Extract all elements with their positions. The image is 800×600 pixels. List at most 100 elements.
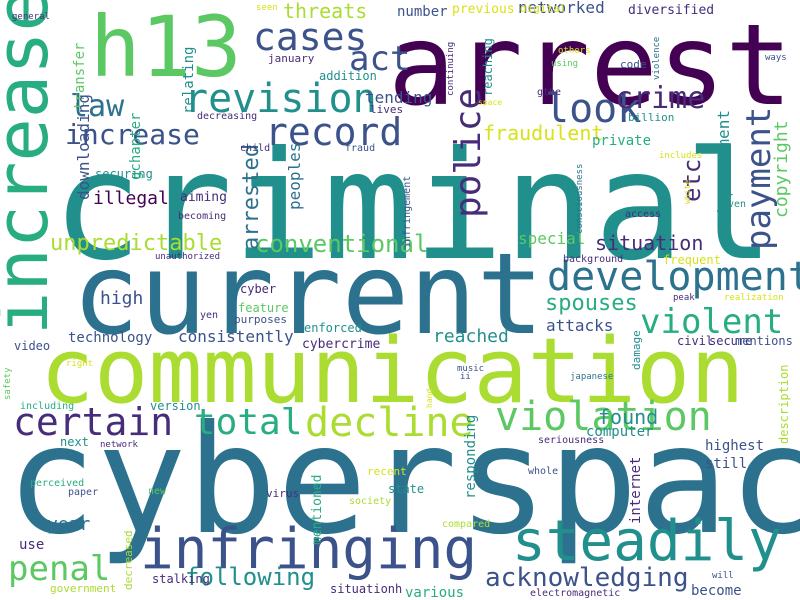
word-infringing: infringing <box>140 517 477 582</box>
word-peoples: peoples <box>285 143 304 210</box>
word-securing: securing <box>95 167 153 181</box>
word-tending: tending <box>365 88 432 107</box>
word-paper: paper <box>68 487 98 498</box>
word-new: new <box>148 486 167 497</box>
word-seriousness: seriousness <box>538 435 604 446</box>
word-certain: certain <box>13 400 173 444</box>
word-seen: seen <box>256 3 278 13</box>
word-improvement: improvement <box>714 110 733 216</box>
word-year: year <box>47 514 91 535</box>
word-cyberspace: cyberspace <box>6 394 800 568</box>
word-damage: damage <box>630 330 643 370</box>
word-gthe: gthe <box>537 87 561 98</box>
word-decline: decline <box>305 400 474 446</box>
word-virus: virus <box>266 487 299 500</box>
word-right: right <box>66 359 93 369</box>
word-arrest: arrest <box>388 1 793 131</box>
word-penal: penal <box>8 549 110 589</box>
word-gchapter: gchapter <box>128 113 144 180</box>
word-white: white <box>683 180 692 204</box>
word-previous: previous <box>452 2 515 17</box>
word-infringement: infringement <box>402 176 413 248</box>
word-recent: recent <box>367 465 407 478</box>
word-arrested: arrested <box>239 144 264 250</box>
word-cases: cases <box>253 15 367 59</box>
word-situationh: situationh <box>330 582 402 596</box>
word-includes: includes <box>659 151 702 161</box>
word-realization: realization <box>724 293 784 303</box>
word-purposes: purposes <box>234 313 287 326</box>
word-whole: whole <box>528 466 558 477</box>
word-billion: billion <box>628 111 674 124</box>
word-relating: relating <box>181 47 197 114</box>
word-consistently: consistently <box>178 327 294 346</box>
word-various: various <box>405 585 464 600</box>
word-conventional: conventional <box>255 230 428 258</box>
word-continuing: continuing <box>446 42 456 96</box>
word-society: society <box>349 496 391 507</box>
word-highest: highest <box>705 438 764 454</box>
word-threats: threats <box>283 0 367 23</box>
word-reaching: reaching <box>481 38 495 96</box>
word-others: others <box>558 46 591 56</box>
word-computer: computer <box>586 424 653 440</box>
word-background: background <box>563 254 623 265</box>
word-mentions: mentions <box>735 334 793 348</box>
word-violation: violation <box>495 394 712 440</box>
word-diversified: diversified <box>628 3 714 18</box>
word-total: total <box>194 402 302 443</box>
word-look: look <box>545 86 641 132</box>
word-act: act <box>349 39 410 79</box>
word-decreasing: decreasing <box>197 111 257 122</box>
word-space: space <box>478 98 502 107</box>
word-code: code <box>620 58 647 71</box>
word-becoming: becoming <box>178 211 226 222</box>
word-secure: secure <box>709 334 752 348</box>
word-downloading: downloading <box>74 94 93 200</box>
word-violence: violence <box>652 37 662 80</box>
word-unpredictable: unpredictable <box>50 231 222 256</box>
word-music: music <box>457 364 484 374</box>
word-following: following <box>185 563 315 591</box>
word-record: record <box>265 110 402 154</box>
word-government: government <box>50 582 116 595</box>
word-feature: feature <box>238 301 289 315</box>
word-communication: communication <box>40 319 744 424</box>
word-acknowledging: acknowledging <box>485 563 689 593</box>
word-yen: yen <box>200 310 218 321</box>
word-unauthorized: unauthorized <box>155 252 220 262</box>
word-addition: addition <box>319 69 377 83</box>
word-fraud: fraud <box>345 143 375 154</box>
word-number: number <box>397 4 448 20</box>
word-payment: payment <box>739 107 779 250</box>
word-peak: peak <box>673 293 695 303</box>
word-violent: violent <box>640 302 783 342</box>
word-situation: situation <box>595 231 703 255</box>
word-increase: increase <box>65 118 200 151</box>
word-cybercrime: cybercrime <box>302 337 380 352</box>
word-video: video <box>14 339 50 353</box>
word-safety: safety <box>3 367 13 400</box>
word-spouses: spouses <box>545 291 638 316</box>
word-compared: compared <box>442 519 490 530</box>
word-development: development <box>547 254 800 300</box>
word-general: general <box>12 12 50 22</box>
word-access: access <box>625 209 661 220</box>
word-cyber: cyber <box>240 282 276 296</box>
word-ways: ways <box>765 53 787 63</box>
word-using: using <box>551 59 578 69</box>
word-reached: reached <box>433 326 509 347</box>
word-enforced: enforced <box>304 321 362 335</box>
word-description: description <box>777 365 791 444</box>
word-attacks: attacks <box>546 316 613 335</box>
word-frequent: frequent <box>663 253 721 267</box>
word-electromagnetic: electromagnetic <box>530 588 620 599</box>
word-copyright: copyright <box>771 120 792 218</box>
word-criminal: criminal <box>52 120 774 294</box>
word-mentioned: mentioned <box>310 475 325 545</box>
word-aiming: aiming <box>180 190 227 205</box>
word-current: current <box>72 230 544 360</box>
word-become: become <box>691 583 742 599</box>
word-digital: digital <box>520 2 566 15</box>
